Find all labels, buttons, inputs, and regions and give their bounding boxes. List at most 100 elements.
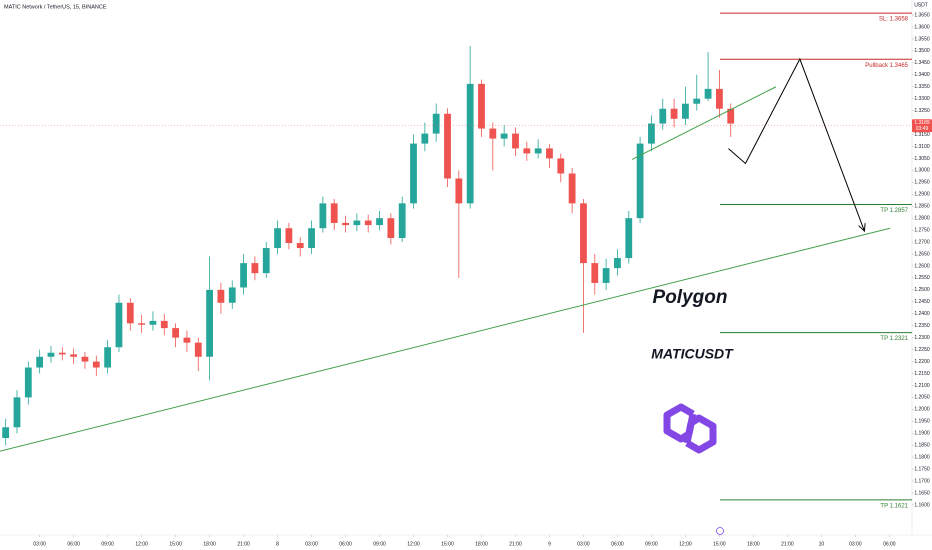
candle bbox=[704, 52, 712, 102]
trend-line bbox=[0, 227, 891, 452]
candle-body bbox=[682, 103, 689, 119]
y-tick-label: 1.3150 bbox=[914, 132, 930, 138]
candle-body bbox=[160, 320, 168, 329]
y-tick-label: 1.2350 bbox=[914, 323, 930, 329]
candle bbox=[115, 294, 123, 352]
x-tick-label: 21:00 bbox=[781, 541, 794, 547]
level-label: TP 1.2857 bbox=[880, 208, 908, 214]
last-price-label: 1.3189 bbox=[914, 120, 930, 126]
candle bbox=[274, 220, 281, 255]
candle-body bbox=[353, 220, 361, 226]
candle-body bbox=[47, 352, 55, 357]
candle-body bbox=[308, 228, 315, 249]
candle bbox=[557, 153, 565, 183]
candle bbox=[217, 282, 225, 314]
candle bbox=[58, 347, 66, 361]
candle-body bbox=[512, 133, 519, 149]
candle bbox=[126, 298, 134, 331]
candle-body bbox=[591, 263, 599, 283]
y-tick-label: 1.1650 bbox=[914, 490, 930, 496]
candle bbox=[228, 280, 236, 309]
arrow-head bbox=[858, 223, 866, 233]
candle-body bbox=[81, 356, 89, 362]
y-tick-label: 1.2800 bbox=[914, 216, 930, 222]
countdown-label: 03:49 bbox=[916, 126, 929, 132]
candle bbox=[444, 108, 451, 188]
x-tick-label: 12:00 bbox=[407, 541, 420, 547]
candle-body bbox=[376, 218, 383, 226]
candle-body bbox=[534, 148, 542, 154]
candle bbox=[149, 311, 157, 331]
candle-body bbox=[36, 356, 44, 368]
candle bbox=[330, 199, 338, 231]
logo-part bbox=[683, 413, 697, 444]
candle-body bbox=[183, 337, 191, 343]
y-tick-label: 1.1850 bbox=[914, 443, 930, 449]
candle-body bbox=[466, 83, 474, 204]
candle-body bbox=[138, 323, 146, 325]
candle bbox=[387, 213, 395, 245]
candle-body bbox=[262, 248, 270, 274]
candle bbox=[432, 103, 440, 142]
y-tick-label: 1.2450 bbox=[914, 299, 930, 305]
candle-body bbox=[206, 289, 213, 357]
candle bbox=[262, 242, 270, 278]
candle-body bbox=[217, 289, 225, 303]
candle bbox=[546, 144, 553, 168]
y-tick-label: 1.2850 bbox=[914, 204, 930, 210]
candle bbox=[398, 196, 406, 243]
candle-body bbox=[240, 263, 247, 288]
y-tick-label: 1.1800 bbox=[914, 454, 930, 460]
y-tick-label: 1.3350 bbox=[914, 84, 930, 90]
candle-body bbox=[13, 397, 21, 428]
candle bbox=[376, 211, 383, 231]
candle bbox=[36, 349, 44, 374]
candle-body bbox=[319, 203, 327, 229]
candle-body bbox=[557, 158, 565, 174]
candle bbox=[308, 220, 315, 255]
level-label: TP 1.1621 bbox=[880, 503, 908, 509]
y-tick-label: 1.2000 bbox=[914, 407, 930, 413]
y-tick-label: 1.1950 bbox=[914, 419, 930, 425]
candle bbox=[500, 124, 508, 147]
candle-body bbox=[455, 178, 463, 204]
candle-body bbox=[489, 128, 497, 139]
y-tick-label: 1.2300 bbox=[914, 335, 930, 341]
candle bbox=[296, 237, 304, 257]
candle bbox=[682, 86, 689, 125]
candle-body bbox=[580, 203, 587, 264]
candle bbox=[319, 196, 327, 233]
quote-unit: USDT bbox=[914, 2, 928, 8]
candle bbox=[716, 70, 723, 118]
x-tick-label: 12:00 bbox=[679, 541, 692, 547]
x-tick-label: 10 bbox=[819, 541, 825, 547]
candle bbox=[466, 46, 474, 209]
event-icon bbox=[716, 527, 724, 535]
y-tick-label: 1.3050 bbox=[914, 156, 930, 162]
level-label: Pullback 1.3465 bbox=[865, 63, 908, 69]
x-tick-label: 8 bbox=[276, 541, 279, 547]
y-tick-label: 1.3250 bbox=[914, 108, 930, 114]
y-tick-label: 1.3500 bbox=[914, 48, 930, 54]
candle bbox=[670, 98, 678, 128]
candle bbox=[138, 314, 146, 333]
x-tick-label: 06:00 bbox=[67, 541, 80, 547]
candle bbox=[693, 74, 701, 111]
candle bbox=[92, 355, 100, 376]
candle bbox=[353, 213, 361, 232]
candle-body bbox=[92, 361, 100, 368]
projection-arrow bbox=[728, 57, 865, 232]
candle-body bbox=[70, 354, 78, 357]
candle bbox=[104, 340, 112, 374]
x-tick-label: 15:00 bbox=[713, 541, 726, 547]
candle-body bbox=[568, 173, 576, 204]
logo-part bbox=[663, 403, 695, 443]
candle bbox=[523, 141, 531, 161]
x-tick-label: 03:00 bbox=[577, 541, 590, 547]
x-tick-label: 15:00 bbox=[441, 541, 454, 547]
candle-body bbox=[2, 427, 10, 439]
candle bbox=[251, 256, 259, 281]
y-tick-label: 1.2600 bbox=[914, 263, 930, 269]
